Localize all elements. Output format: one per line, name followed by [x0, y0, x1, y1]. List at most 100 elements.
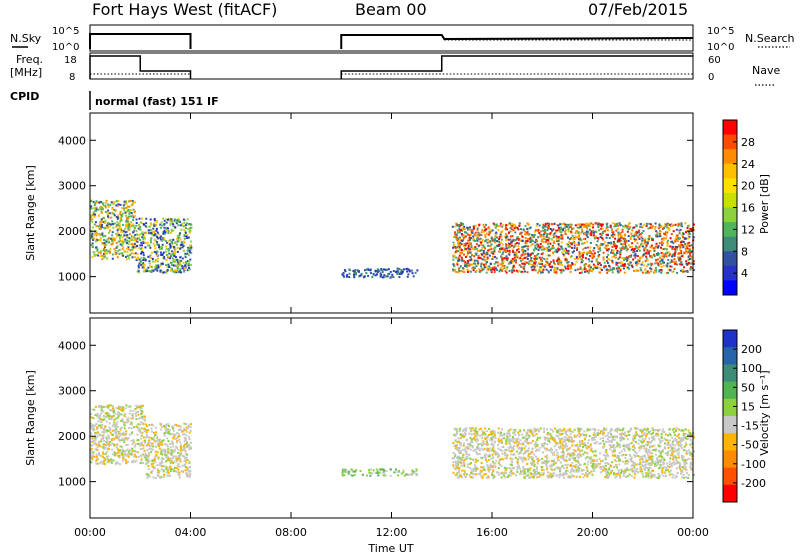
scatter-cell — [161, 262, 164, 265]
scatter-cell — [170, 220, 173, 223]
scatter-cell — [107, 458, 110, 461]
scatter-cell — [181, 222, 184, 225]
scatter-cell — [488, 231, 491, 234]
scatter-cell — [460, 460, 463, 463]
scatter-cell — [599, 233, 602, 236]
scatter-cell — [585, 222, 588, 225]
scatter-cell — [656, 262, 659, 265]
scatter-cell — [546, 243, 549, 246]
scatter-cell — [93, 455, 95, 458]
scatter-cell — [92, 453, 95, 456]
scatter-cell — [112, 203, 115, 206]
scatter-cell — [167, 468, 170, 471]
scatter-cell — [629, 246, 632, 248]
scatter-cell — [106, 224, 109, 227]
scatter-cell — [477, 254, 480, 257]
scatter-cell — [559, 468, 562, 471]
scatter-cell — [170, 261, 173, 264]
scatter-cell — [520, 265, 523, 268]
scatter-cell — [622, 264, 625, 267]
scatter-cell — [161, 448, 164, 451]
scatter-cell — [584, 237, 587, 240]
scatter-cell — [642, 455, 645, 458]
scatter-cell — [127, 248, 130, 250]
scatter-cell — [668, 254, 671, 257]
scatter-cell — [160, 221, 163, 224]
scatter-cell — [111, 253, 114, 256]
scatter-cell — [402, 268, 405, 271]
scatter-cell — [172, 229, 175, 232]
scatter-cell — [560, 451, 563, 454]
scatter-cell — [182, 430, 185, 433]
scatter-cell — [465, 427, 468, 430]
scatter-cell — [190, 246, 193, 249]
scatter-cell — [94, 424, 96, 427]
scatter-cell — [157, 441, 160, 444]
scatter-cell — [188, 460, 191, 463]
scatter-cell — [500, 476, 503, 479]
scatter-cell — [501, 225, 504, 228]
scatter-cell — [177, 451, 180, 454]
scatter-cell — [492, 268, 494, 271]
scatter-cell — [584, 232, 587, 235]
scatter-cell — [524, 233, 527, 236]
scatter-cell — [581, 230, 584, 233]
scatter-cell — [131, 225, 134, 228]
scatter-cell — [133, 228, 136, 231]
scatter-cell — [550, 473, 553, 476]
scatter-cell — [665, 248, 668, 251]
scatter-cell — [103, 227, 106, 229]
scatter-cell — [617, 472, 620, 475]
scatter-cell — [111, 234, 114, 237]
scatter-cell — [518, 224, 521, 227]
scatter-cell — [615, 261, 618, 264]
scatter-cell — [648, 463, 651, 466]
scatter-cell — [119, 203, 122, 206]
scatter-cell — [534, 473, 537, 476]
scatter-cell — [563, 427, 566, 430]
scatter-cell — [607, 431, 610, 434]
scatter-cell — [558, 428, 561, 431]
scatter-cell — [149, 246, 152, 249]
scatter-cell — [177, 473, 180, 476]
scatter-cell — [125, 223, 128, 226]
scatter-cell — [153, 232, 156, 234]
scatter-cell — [173, 255, 176, 257]
scatter-cell — [610, 446, 613, 449]
scatter-cell — [685, 449, 688, 452]
scatter-cell — [571, 444, 574, 447]
scatter-cell — [142, 447, 145, 450]
scatter-cell — [542, 225, 545, 228]
scatter-cell — [169, 222, 172, 225]
scatter-cell — [353, 474, 356, 476]
scatter-cell — [155, 254, 158, 256]
scatter-cell — [106, 203, 109, 206]
scatter-cell — [179, 232, 181, 235]
scatter-cell — [120, 216, 122, 219]
scatter-cell — [642, 230, 645, 233]
scatter-cell — [485, 460, 488, 463]
scatter-cell — [137, 426, 140, 429]
scatter-cell — [478, 244, 481, 247]
scatter-cell — [174, 220, 177, 223]
scatter-cell — [573, 250, 575, 253]
scatter-cell — [643, 223, 646, 226]
scatter-cell — [96, 233, 99, 235]
scatter-cell — [100, 406, 103, 409]
scatter-cell — [552, 475, 555, 477]
scatter-cell — [532, 240, 534, 243]
scatter-cell — [628, 264, 631, 267]
scatter-cell — [560, 430, 563, 433]
scatter-cell — [345, 468, 348, 471]
scatter-cell — [505, 237, 508, 240]
scatter-cell — [591, 255, 594, 257]
scatter-cell — [486, 241, 489, 244]
scatter-cell — [674, 476, 677, 479]
scatter-cell — [116, 245, 119, 248]
scatter-cell — [99, 414, 101, 417]
scatter-cell — [103, 246, 106, 249]
scatter-cell — [514, 259, 517, 262]
scatter-cell — [471, 229, 474, 232]
scatter-cell — [484, 240, 487, 242]
